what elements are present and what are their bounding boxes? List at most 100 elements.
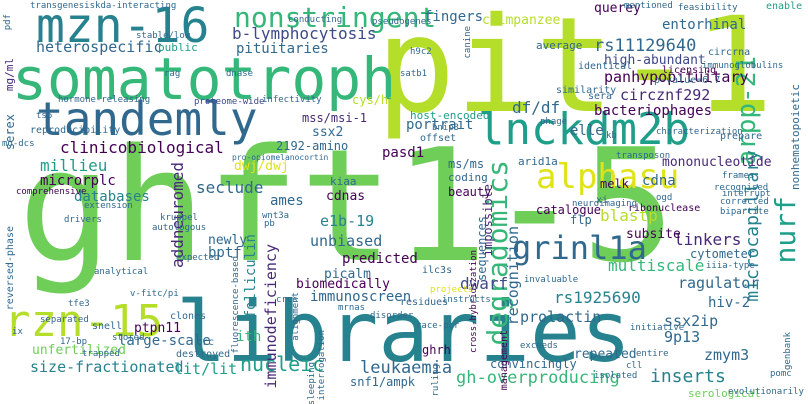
word-similarity: similarity bbox=[556, 85, 617, 96]
word-dnase: dnase bbox=[226, 69, 254, 79]
word-heterospecific: heterospecific bbox=[36, 38, 163, 56]
word-recognised: recognised bbox=[714, 183, 769, 193]
word-feasibility: feasibility bbox=[678, 3, 738, 13]
word-e1b-19: e1b-19 bbox=[320, 212, 375, 230]
word-bipartite: bipartite bbox=[720, 207, 769, 217]
word-cys-his: cys/his bbox=[352, 93, 403, 107]
word-kruppel: kruppel bbox=[160, 213, 198, 223]
word-ssx2: ssx2 bbox=[312, 125, 344, 140]
word-unbiased: unbiased bbox=[310, 232, 383, 250]
word-proteome-wide: proteome-wide bbox=[194, 97, 265, 107]
word-ilc3s: ilc3s bbox=[422, 265, 453, 276]
word-portrait: portrait bbox=[406, 117, 474, 133]
word-snf1-ampk: snf1/ampk bbox=[350, 375, 416, 389]
word-residues: residues bbox=[400, 297, 449, 308]
word-hormone-releasing: hormone-releasing bbox=[58, 95, 151, 105]
word-corrected: corrected bbox=[720, 197, 769, 207]
word-canine: canine bbox=[463, 26, 473, 59]
word-ruling: ruling bbox=[431, 364, 441, 397]
word-snell: snell bbox=[92, 321, 123, 332]
word-mentioned: mentioned bbox=[624, 1, 673, 11]
word-immunoglobulins: immunoglobulins bbox=[702, 61, 784, 71]
word-pomc: pomc bbox=[770, 369, 792, 379]
word-p-value: p-value=6.7 bbox=[654, 75, 721, 86]
word-entire: entire bbox=[636, 349, 669, 359]
word-pdf: pdf bbox=[3, 14, 13, 31]
word-millieu: millieu bbox=[40, 156, 108, 175]
word-mss-msi-1: mss/msi-1 bbox=[302, 111, 368, 125]
word-transposon: transposon bbox=[616, 151, 671, 161]
word-large-scale: large-scale bbox=[118, 333, 211, 349]
word-alignment: alignment bbox=[291, 292, 301, 341]
word-beauty: beauty bbox=[448, 185, 492, 199]
word-dwj-dwj: dwj/dwj bbox=[234, 159, 289, 174]
word-crcs: crcs bbox=[276, 295, 298, 305]
word-host-encoded: host-encoded bbox=[410, 109, 490, 122]
word-separated: separated bbox=[40, 315, 89, 325]
word-infectivity: infectivity bbox=[262, 95, 322, 105]
word-size-fractionated: size-fractionated bbox=[30, 358, 184, 376]
word-recognition: recognition bbox=[504, 226, 522, 326]
word-ssx2ip: ssx2ip bbox=[664, 312, 719, 330]
word-mg-ml: mg/ml bbox=[3, 58, 16, 92]
word-dwarf: dwarf bbox=[460, 274, 509, 293]
word-cdnas: cdnas bbox=[326, 189, 366, 204]
word-mzn-16: mzn-16 bbox=[36, 0, 210, 54]
word-serological: serological bbox=[688, 387, 761, 400]
word-reversed-phase: reversed-phase bbox=[5, 226, 16, 311]
word-coding: coding bbox=[448, 171, 488, 184]
word-rs11129640: rs11129640 bbox=[594, 36, 697, 56]
word-trapped: trapped bbox=[82, 349, 120, 359]
word-libraries: libraries bbox=[176, 283, 632, 381]
word-linkers: linkers bbox=[674, 230, 742, 249]
word-high-abundant: high-abundant bbox=[604, 53, 706, 68]
word-chimpanzee: chimpanzee bbox=[482, 13, 561, 28]
word-rs1925690: rs1925690 bbox=[554, 288, 641, 307]
word-lnckdm2b: lnckdm2b bbox=[478, 104, 690, 155]
word-ragulator: ragulator bbox=[678, 274, 760, 292]
word-9p13: 9p13 bbox=[664, 328, 701, 346]
word-comprehensive: comprehensive bbox=[16, 187, 87, 197]
word-biomedically: biomedically bbox=[296, 277, 390, 292]
word-subsite: subsite bbox=[626, 227, 681, 242]
word-average: average bbox=[536, 39, 583, 52]
word-databases: databases bbox=[74, 189, 150, 205]
word-mononucleotide: mononucleotide bbox=[662, 155, 772, 170]
word-destroyed: destroyed bbox=[176, 349, 231, 360]
word-h9c2: h9c2 bbox=[410, 47, 432, 57]
word-clinicobiological: clinicobiological bbox=[60, 138, 224, 157]
word-exceeds: exceeds bbox=[520, 341, 558, 351]
word-management: management bbox=[499, 330, 510, 391]
word-prepare: prepare bbox=[720, 131, 763, 142]
word-somatotroph: somatotroph bbox=[12, 45, 397, 113]
word-ix: ix bbox=[12, 327, 23, 337]
word-rzn-15: rzn-15 bbox=[4, 296, 163, 347]
word-mrnas: mrnas bbox=[338, 303, 366, 313]
word-alphasu: alphasu bbox=[536, 157, 680, 197]
word-frames: frames bbox=[722, 171, 755, 181]
word-expected: expected bbox=[176, 253, 220, 263]
word-repeated: repeated bbox=[574, 347, 637, 362]
word-bptf: bptf bbox=[208, 245, 242, 261]
word-interrogation: interrogation bbox=[317, 330, 327, 401]
word-blastp: blastp bbox=[600, 206, 658, 225]
word-enable: enable bbox=[766, 1, 803, 12]
word-panhypopituitary: panhypopituitary bbox=[604, 68, 749, 86]
word-melk: melk bbox=[600, 177, 629, 191]
word-elle: elle bbox=[570, 123, 604, 139]
word-predicted: predicted bbox=[342, 251, 418, 267]
word-sera: sera bbox=[588, 91, 613, 102]
word-v-fitc-pi: v-fitc/pi bbox=[130, 289, 179, 299]
word-mo-dcs: mo-dcs bbox=[2, 139, 35, 149]
word-lit-lit: lit/lit bbox=[174, 360, 238, 378]
word-autologous: autologous bbox=[152, 223, 207, 233]
word-instructs: instructs bbox=[442, 295, 491, 305]
word-kb: kb bbox=[606, 131, 617, 141]
word-ghrh: ghrh bbox=[422, 343, 451, 357]
word-circznf292: circznf292 bbox=[620, 86, 711, 104]
word-pseudogenes: pseudogenes bbox=[372, 17, 432, 27]
word-tandemly: tandemly bbox=[36, 92, 258, 146]
word-unfertilized: unfertilized bbox=[32, 343, 126, 358]
word-analytical: analytical bbox=[94, 267, 149, 277]
word-grinl1a: grinl1a bbox=[512, 229, 647, 267]
